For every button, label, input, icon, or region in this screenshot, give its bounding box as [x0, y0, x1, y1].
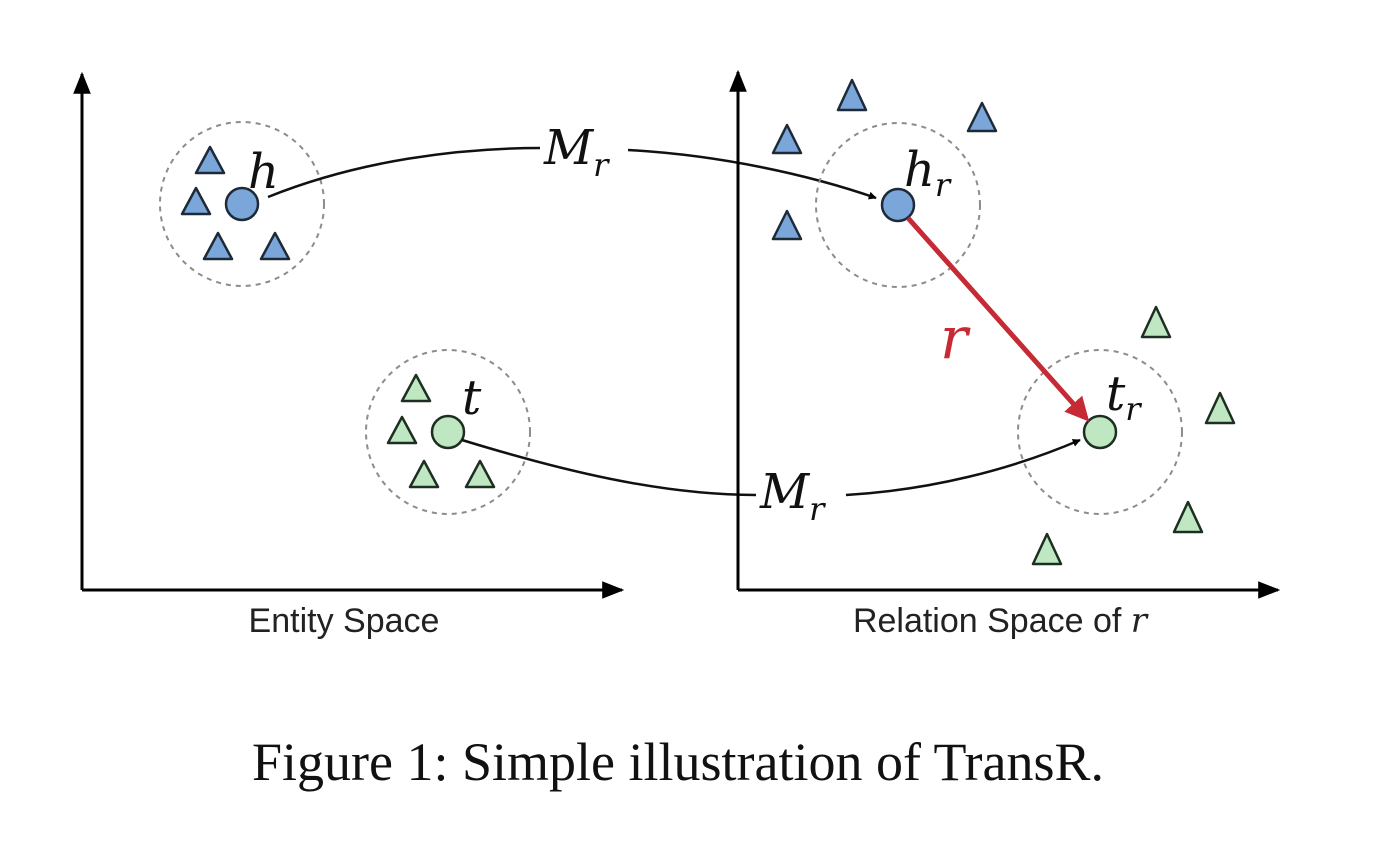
head-neighbor-triangle: [202, 231, 234, 261]
head-projection-mapping: Mr: [267, 120, 877, 200]
relation-space-label-var: r: [1131, 601, 1149, 641]
relation-vector-arrow: [906, 216, 1090, 422]
projected-head-neighbor-triangle: [966, 101, 998, 133]
projected-tail-cluster: tr: [1017, 305, 1236, 566]
projected-head-label-sub: r: [935, 166, 952, 204]
projected-tail-neighbor-triangle: [1140, 305, 1172, 339]
projected-head-neighbor-triangle: [771, 209, 803, 241]
projected-head-cluster-boundary: [815, 122, 981, 288]
head-label: h: [248, 144, 279, 200]
projected-head-node: [880, 187, 916, 223]
head-neighbor-triangle: [180, 186, 212, 216]
relation-vector: r: [906, 216, 1090, 422]
projected-head-cluster: hr: [771, 78, 998, 288]
tail-label: t: [462, 370, 482, 426]
projected-head-label-base: h: [904, 142, 935, 198]
tail-neighbor-triangle: [464, 459, 496, 489]
projected-head-label: hr: [904, 142, 952, 204]
head-mapping-curve-end: [627, 148, 877, 200]
tail-projection-mapping: Mr: [461, 438, 1081, 528]
tail-entity-node: [430, 414, 466, 450]
projected-tail-cluster-boundary: [1017, 349, 1183, 515]
projected-tail-neighbor-triangle: [1204, 391, 1236, 425]
tail-mapping-label: Mr: [759, 464, 826, 528]
tail-entity-cluster: t: [365, 349, 531, 515]
head-mapping-label-sub: r: [593, 146, 610, 184]
tail-neighbor-triangle: [386, 415, 418, 445]
relation-vector-label: r: [940, 304, 971, 372]
head-mapping-curve: [267, 146, 541, 199]
tail-mapping-curve-end: [845, 438, 1081, 497]
figure-caption: Figure 1: Simple illustration of TransR.: [252, 732, 1104, 792]
relation-space-label-text: Relation Space of: [853, 602, 1131, 640]
head-entity-node: [224, 186, 260, 222]
tail-mapping-label-base: M: [759, 464, 811, 520]
tail-neighbor-triangle: [400, 373, 432, 403]
relation-space-panel: hr tr r Relation Space of r: [729, 69, 1281, 641]
projected-tail-neighbor-triangle: [1031, 532, 1063, 566]
projected-tail-neighbor-triangle: [1172, 500, 1204, 534]
projected-tail-label: tr: [1106, 366, 1142, 428]
head-neighbor-triangle: [259, 231, 291, 261]
head-mapping-label-base: M: [543, 120, 595, 176]
projected-head-neighbor-triangle: [771, 123, 803, 155]
entity-space-panel: h t Entity Space: [73, 71, 625, 640]
tail-mapping-curve: [461, 438, 757, 497]
tail-cluster-boundary: [365, 349, 531, 515]
head-neighbor-triangle: [194, 145, 226, 175]
relation-space-label: Relation Space of r: [853, 601, 1149, 641]
tail-neighbor-triangle: [408, 459, 440, 489]
projected-tail-label-base: t: [1106, 366, 1126, 422]
head-mapping-label: Mr: [543, 120, 610, 184]
projected-head-neighbor-triangle: [836, 78, 868, 112]
projected-tail-node: [1082, 414, 1118, 450]
head-entity-cluster: h: [159, 121, 325, 287]
projected-tail-label-sub: r: [1125, 390, 1142, 428]
tail-mapping-label-sub: r: [809, 490, 826, 528]
head-cluster-boundary: [159, 121, 325, 287]
entity-space-label: Entity Space: [249, 602, 440, 640]
